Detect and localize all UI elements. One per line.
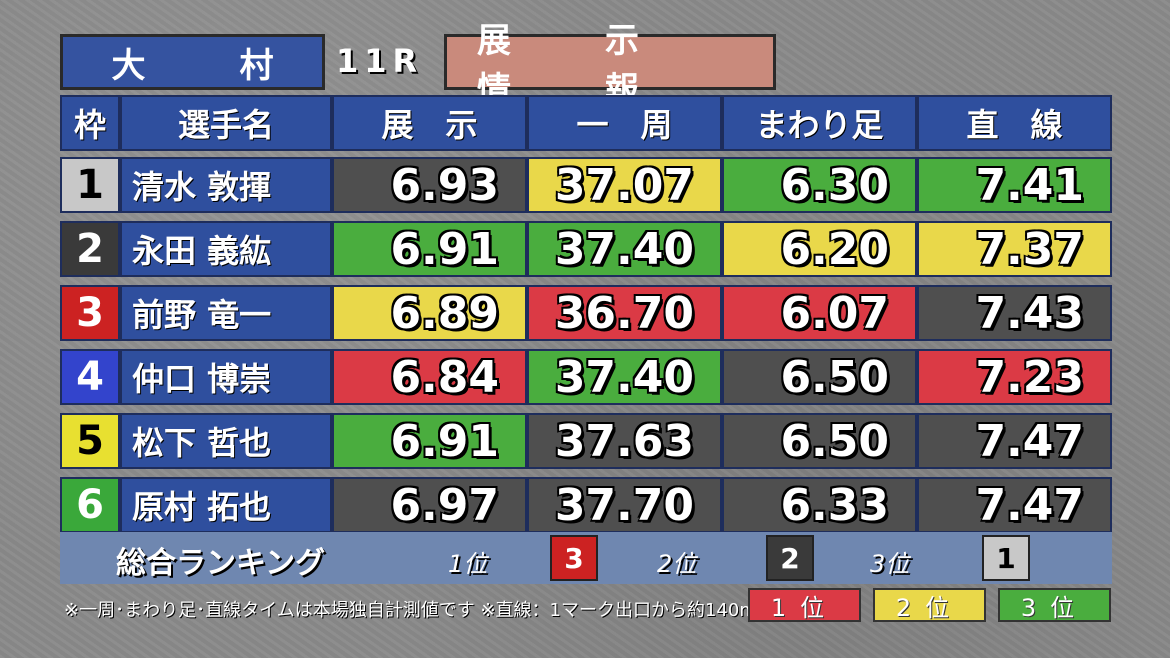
header-col-straight: 直 線 [917, 95, 1112, 151]
value-turn: 6.33 [722, 477, 917, 533]
value-lap: 37.70 [527, 477, 722, 533]
frame-number: 3 [60, 285, 120, 341]
frame-number: 4 [60, 349, 120, 405]
value-turn: 6.30 [722, 157, 917, 213]
racer-name: 永田 義紘 [120, 221, 332, 277]
value-straight: 7.37 [917, 221, 1112, 277]
racer-name: 仲口 博崇 [120, 349, 332, 405]
value-straight: 7.23 [917, 349, 1112, 405]
ranking-bar: 総合ランキング 1位 3 2位 2 3位 1 [60, 532, 1112, 584]
rank-2-label: 2位 [657, 550, 697, 578]
value-turn: 6.50 [722, 349, 917, 405]
value-exhibit: 6.91 [332, 413, 527, 469]
value-straight: 7.47 [917, 477, 1112, 533]
legend-3rd: 3位 [998, 588, 1111, 622]
header-col-lap: 一 周 [527, 95, 722, 151]
race-number: 11R [336, 42, 424, 80]
value-exhibit: 6.89 [332, 285, 527, 341]
value-turn: 6.50 [722, 413, 917, 469]
value-exhibit: 6.93 [332, 157, 527, 213]
value-straight: 7.47 [917, 413, 1112, 469]
footnote: ※一周･まわり足･直線タイムは本場独自計測値です ※直線：1マーク出口から約14… [64, 600, 757, 621]
value-turn: 6.20 [722, 221, 917, 277]
rank-1-chip: 3 [550, 535, 598, 581]
racer-name: 原村 拓也 [120, 477, 332, 533]
value-lap: 37.63 [527, 413, 722, 469]
frame-number: 5 [60, 413, 120, 469]
legend-1st: 1位 [748, 588, 861, 622]
header-col-frame: 枠 [60, 95, 120, 151]
header-col-exhibit: 展 示 [332, 95, 527, 151]
value-lap: 37.40 [527, 221, 722, 277]
rank-3-chip: 1 [982, 535, 1030, 581]
value-exhibit: 6.97 [332, 477, 527, 533]
ranking-label: 総合ランキング [116, 546, 326, 581]
rank-3-label: 3位 [870, 550, 910, 578]
value-lap: 37.07 [527, 157, 722, 213]
value-exhibit: 6.91 [332, 221, 527, 277]
rank-1-label: 1位 [448, 550, 488, 578]
racer-name: 松下 哲也 [120, 413, 332, 469]
value-lap: 36.70 [527, 285, 722, 341]
section-title: 展 示 情 報 [444, 21, 776, 110]
racer-name: 清水 敦揮 [120, 157, 332, 213]
frame-number: 1 [60, 157, 120, 213]
value-straight: 7.41 [917, 157, 1112, 213]
legend-2nd: 2位 [873, 588, 986, 622]
racer-name: 前野 竜一 [120, 285, 332, 341]
exhibition-table: 枠選手名展 示一 周まわり足直 線 1 清水 敦揮 6.93 37.07 6.30 7.41… [60, 95, 1112, 533]
header-col-turn: まわり足 [722, 95, 917, 151]
value-exhibit: 6.84 [332, 349, 527, 405]
frame-number: 6 [60, 477, 120, 533]
value-turn: 6.07 [722, 285, 917, 341]
header-col-name: 選手名 [120, 95, 332, 151]
value-lap: 37.40 [527, 349, 722, 405]
value-straight: 7.43 [917, 285, 1112, 341]
rank-2-chip: 2 [766, 535, 814, 581]
venue-title: 大 村 [60, 34, 325, 90]
frame-number: 2 [60, 221, 120, 277]
